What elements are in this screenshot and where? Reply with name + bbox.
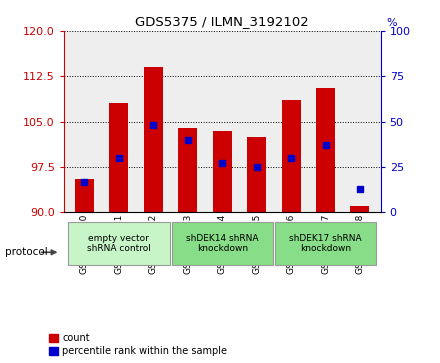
Bar: [110, 103, 128, 212]
Bar: [144, 67, 163, 212]
Text: shDEK14 shRNA
knockdown: shDEK14 shRNA knockdown: [186, 233, 258, 253]
Text: shDEK17 shRNA
knockdown: shDEK17 shRNA knockdown: [289, 233, 362, 253]
Bar: [172, 221, 273, 265]
Text: empty vector
shRNA control: empty vector shRNA control: [87, 233, 151, 253]
Title: GDS5375 / ILMN_3192102: GDS5375 / ILMN_3192102: [136, 15, 309, 28]
Bar: [282, 101, 301, 212]
Bar: [75, 179, 94, 212]
Bar: [68, 221, 169, 265]
Text: protocol: protocol: [5, 247, 48, 257]
Bar: [213, 131, 232, 212]
Bar: [316, 88, 335, 212]
Bar: [247, 137, 266, 212]
Legend: count, percentile rank within the sample: count, percentile rank within the sample: [49, 333, 227, 356]
Bar: [275, 221, 376, 265]
Text: %: %: [386, 18, 397, 28]
Bar: [351, 206, 370, 212]
Bar: [178, 128, 197, 212]
